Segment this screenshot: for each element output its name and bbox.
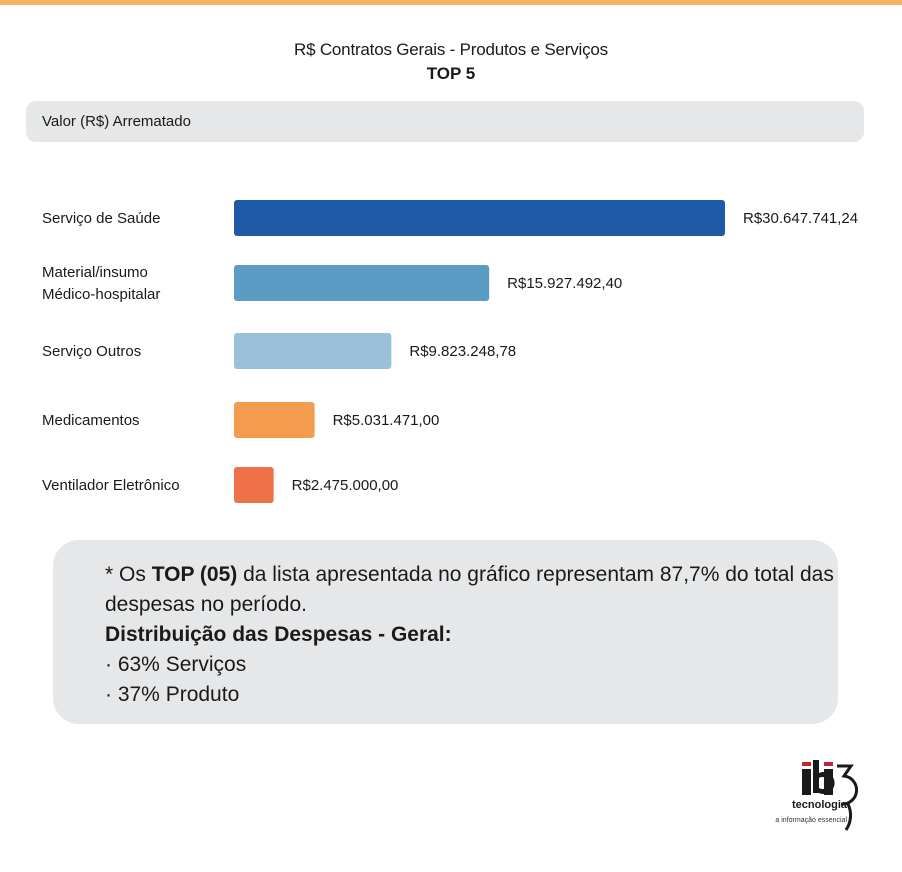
ibi3-logo: tecnologia a informação essencial — [775, 760, 859, 831]
value-label-5: R$2.475.000,00 — [292, 477, 399, 494]
value-label-2: R$15.927.492,40 — [507, 275, 622, 292]
value-header-label: Valor (R$) Arrematado — [42, 113, 191, 130]
value-label-1: R$30.647.741,24 — [743, 210, 858, 227]
logo-tagline: a informação essencial — [775, 817, 847, 824]
logo-letter-i-1 — [802, 769, 811, 795]
value-header-box: Valor (R$) Arrematado — [26, 101, 864, 142]
chart-subtitle: TOP 5 — [426, 64, 476, 83]
note-box: * Os TOP (05) da lista apresentada no gr… — [53, 540, 838, 724]
note-line-3: Distribuição das Despesas - Geral: — [105, 623, 452, 646]
note-line-2: despesas no período. — [105, 593, 307, 616]
logo-number-3 — [837, 764, 859, 831]
bar-2 — [234, 265, 490, 301]
logo-letter-i-2 — [824, 769, 833, 795]
note-line-1: * Os TOP (05) da lista apresentada no gr… — [105, 563, 834, 586]
category-label-1: Serviço de Saúde — [42, 210, 160, 227]
note-line-4: · 63% Serviços — [105, 653, 247, 676]
category-label-3: Serviço Outros — [42, 343, 141, 360]
note-text: * Os TOP (05) da lista apresentada no gr… — [105, 560, 834, 710]
bar-4 — [234, 402, 315, 438]
chart-title: R$ Contratos Gerais - Produtos e Serviço… — [294, 40, 608, 59]
bar-chart: R$30.647.741,24 Serviço de Saúde R$15.927.… — [42, 200, 858, 503]
bar-3 — [234, 333, 392, 369]
top-accent-bar — [0, 0, 902, 5]
logo-i-dot-2 — [824, 762, 833, 766]
logo-i-dot-1 — [802, 762, 811, 766]
category-label-2: Material/insumo Médico-hospitalar — [42, 264, 160, 303]
category-label-5: Ventilador Eletrônico — [42, 477, 180, 494]
note-line-5: · 37% Produto — [105, 683, 240, 706]
bar-5 — [234, 467, 274, 503]
value-label-4: R$5.031.471,00 — [333, 412, 440, 429]
category-label-4: Medicamentos — [42, 412, 140, 429]
logo-name: tecnologia — [792, 799, 848, 811]
value-label-3: R$9.823.248,78 — [409, 343, 516, 360]
bar-1 — [234, 200, 725, 236]
bars-group: R$30.647.741,24 Serviço de Saúde R$15.927.… — [42, 200, 858, 503]
